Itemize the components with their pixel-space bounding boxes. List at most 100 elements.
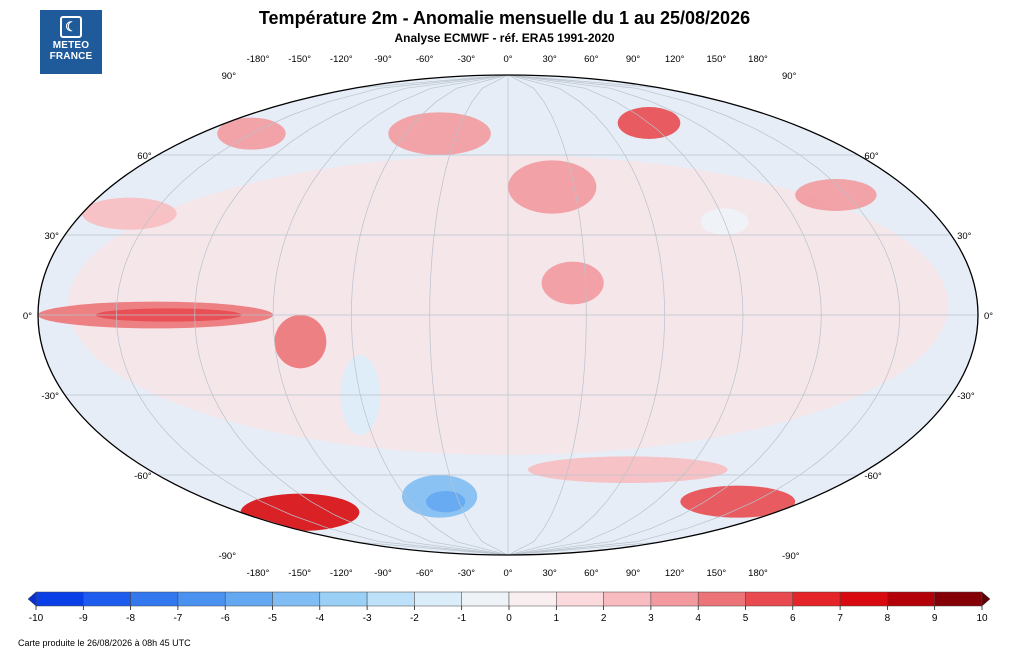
lon-label-bottom: 60° [584, 568, 599, 579]
colorbar-swatch [603, 591, 652, 607]
colorbar-tick-label: -2 [410, 613, 419, 624]
lon-label-top: -180° [247, 54, 270, 65]
colorbar-swatch [556, 591, 604, 607]
anomaly-west-antarctic-warm [240, 493, 360, 531]
lon-label-bottom: 90° [626, 568, 641, 579]
colorbar-swatch [366, 591, 415, 607]
lat-label-left: -60° [134, 471, 152, 482]
lat-label-left: 30° [45, 231, 60, 242]
lon-label-bottom: -150° [288, 568, 311, 579]
map-title: Température 2m - Anomalie mensuelle du 1… [258, 8, 751, 28]
logo-line2: FRANCE [49, 51, 93, 62]
lon-label-bottom: 0° [503, 568, 512, 579]
lat-label-right: -90° [782, 551, 800, 562]
anomaly-east-asia-warm [795, 179, 877, 211]
lat-label-left: 90° [222, 71, 237, 82]
colorbar-tick-label: 3 [648, 613, 654, 624]
colorbar-tick-label: -6 [221, 613, 230, 624]
colorbar-swatch [697, 591, 746, 607]
colorbar-tick-label: -8 [126, 613, 135, 624]
colorbar-high-arrow [981, 591, 991, 607]
colorbar: -10 -9 -8 -7 -6 -5 -4 -3 -2 -1 0 1 2 3 4 5 6 7 8 9 10 [27, 591, 991, 624]
anomaly-weddell-core [425, 491, 466, 513]
colorbar-swatch [839, 591, 888, 607]
colorbar-swatch [508, 591, 557, 607]
logo-line1: METEO [52, 40, 90, 51]
colorbar-swatch [461, 591, 510, 607]
colorbar-swatch [887, 591, 935, 607]
lon-label-bottom: -120° [330, 568, 353, 579]
lon-label-bottom: 120° [665, 568, 685, 579]
colorbar-tick-label: -3 [363, 613, 372, 624]
colorbar-swatch [650, 591, 699, 607]
anomaly-north-atlantic-warm [388, 112, 491, 155]
colorbar-tick-label: 9 [932, 613, 938, 624]
colorbar-tick-label: 0 [506, 613, 512, 624]
globe-outline [37, 74, 979, 556]
lon-label-top: 60° [584, 54, 599, 65]
colorbar-tick-label: 7 [837, 613, 843, 624]
lon-label-bottom: 180° [748, 568, 768, 579]
lat-label-left: -90° [218, 551, 236, 562]
colorbar-swatch [745, 591, 794, 607]
lon-label-bottom: 150° [707, 568, 727, 579]
colorbar-tick-label: -5 [268, 613, 277, 624]
lon-label-top: 0° [503, 54, 512, 65]
lon-label-top: -150° [288, 54, 311, 65]
lat-label-right: -60° [864, 471, 882, 482]
lat-label-right: 0° [984, 311, 993, 322]
axis-labels: -180° -150° -120° -90° -60° -30° 0° 30° 60° 90° 12… [23, 54, 993, 579]
lat-label-left: -30° [41, 391, 59, 402]
meteo-france-logo: ☾ METEO FRANCE [40, 10, 102, 74]
colorbar-swatch [319, 591, 368, 607]
lon-label-top: 180° [748, 54, 768, 65]
lon-label-bottom: -90° [374, 568, 392, 579]
colorbar-swatch [792, 591, 841, 607]
colorbar-tick-label: 6 [790, 613, 796, 624]
colorbar-tick-label: -4 [315, 613, 324, 624]
lon-label-top: -120° [330, 54, 353, 65]
lon-label-top: -60° [416, 54, 434, 65]
lon-label-top: 120° [665, 54, 685, 65]
lat-label-right: 90° [782, 71, 797, 82]
colorbar-swatch [35, 591, 84, 607]
colorbar-swatch [414, 591, 462, 607]
anomaly-north-pacific-warm [81, 197, 177, 230]
colorbar-tick-label: 5 [743, 613, 749, 624]
colorbar-tick-label: 4 [695, 613, 701, 624]
lat-label-left: 60° [137, 151, 152, 162]
lon-label-bottom: 30° [542, 568, 557, 579]
lat-label-right: 60° [864, 151, 879, 162]
colorbar-tick-label: 8 [885, 613, 891, 624]
colorbar-low-arrow [27, 591, 37, 607]
colorbar-tick-label: -1 [457, 613, 466, 624]
lon-label-top: -90° [374, 54, 392, 65]
lon-label-top: 90° [626, 54, 641, 65]
lat-label-left: 0° [23, 311, 32, 322]
anomaly-east-antarctic-warm [680, 485, 796, 518]
colorbar-swatch [130, 591, 179, 607]
colorbar-swatch [177, 591, 226, 607]
colorbar-tick-label: -9 [79, 613, 88, 624]
lon-label-bottom: -180° [247, 568, 270, 579]
anomaly-europe-warm [508, 160, 597, 214]
lon-label-top: 30° [542, 54, 557, 65]
map-content [38, 75, 978, 555]
lon-label-top: -30° [458, 54, 476, 65]
colorbar-tick-label: 2 [601, 613, 607, 624]
lon-label-bottom: -60° [416, 568, 434, 579]
colorbar-tick-label: -7 [173, 613, 182, 624]
colorbar-swatch [83, 591, 131, 607]
colorbar-tick-label: -10 [29, 613, 44, 624]
lon-label-top: 150° [707, 54, 727, 65]
lat-label-right: -30° [957, 391, 975, 402]
lat-label-right: 30° [957, 231, 972, 242]
anomaly-sahel-warm [541, 261, 604, 305]
world-anomaly-map: -180° -150° -120° -90° -60° -30° 0° 30° 60° 90° 12… [23, 54, 993, 579]
anomaly-peru-coast-warm [274, 315, 327, 369]
colorbar-swatch [272, 591, 321, 607]
colorbar-swatch [934, 591, 983, 607]
map-subtitle: Analyse ECMWF - réf. ERA5 1991-2020 [394, 31, 615, 45]
footer-credit: Carte produite le 26/08/2026 à 08h 45 UT… [18, 638, 191, 648]
meteo-france-logo-icon: ☾ [60, 16, 82, 38]
